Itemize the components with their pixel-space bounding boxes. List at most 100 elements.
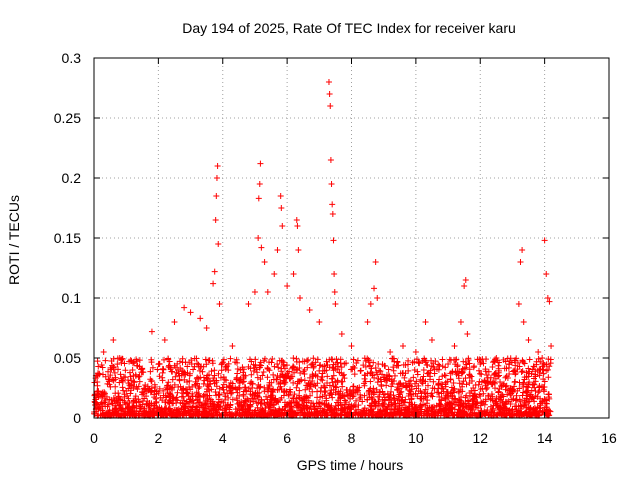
data-point (475, 381, 482, 388)
data-point (394, 384, 401, 391)
data-point (218, 360, 225, 367)
data-point (326, 364, 333, 371)
data-point (413, 404, 420, 411)
data-point (200, 392, 207, 399)
data-point (258, 244, 265, 251)
data-point (535, 349, 542, 355)
data-point (483, 372, 490, 378)
data-point (482, 398, 489, 405)
data-point (336, 390, 343, 397)
data-point (497, 378, 504, 385)
data-point (125, 405, 132, 412)
chart-title: Day 194 of 2025, Rate Of TEC Index for r… (182, 20, 516, 36)
data-point (348, 403, 355, 410)
data-point (539, 408, 546, 415)
data-point (328, 407, 335, 414)
data-point (483, 386, 490, 393)
data-point (429, 404, 436, 411)
data-point (454, 362, 461, 369)
data-point (430, 403, 437, 410)
data-point (351, 371, 358, 378)
data-point (536, 372, 543, 379)
data-point (166, 399, 173, 406)
data-point (287, 404, 294, 411)
data-point (436, 376, 443, 383)
data-point (310, 355, 317, 362)
data-point (325, 79, 332, 85)
data-point (326, 91, 333, 97)
data-point (382, 363, 389, 370)
data-point (546, 407, 553, 414)
data-point (438, 385, 445, 392)
data-point (447, 408, 454, 415)
data-point (107, 372, 114, 379)
data-point (200, 380, 207, 387)
data-point (215, 241, 222, 247)
data-point (297, 370, 304, 377)
data-point (180, 404, 187, 411)
data-point (248, 371, 255, 378)
data-point (274, 361, 281, 368)
data-point (312, 359, 319, 366)
data-point (347, 395, 354, 402)
data-point (136, 378, 143, 385)
data-point (100, 349, 107, 355)
data-point (386, 402, 393, 409)
data-point (453, 356, 460, 363)
data-point (465, 357, 472, 364)
data-point (511, 411, 518, 418)
data-point (172, 373, 179, 380)
data-point (519, 247, 526, 253)
data-point (118, 406, 125, 413)
data-point (99, 394, 106, 401)
data-point (328, 391, 335, 398)
data-point (364, 319, 371, 325)
data-point (362, 357, 369, 364)
data-point (361, 407, 368, 414)
data-point (425, 407, 432, 414)
data-point (227, 355, 234, 362)
data-point (125, 395, 132, 402)
data-point (448, 384, 455, 391)
data-point (179, 355, 186, 362)
data-point (245, 301, 252, 307)
data-point (306, 307, 313, 313)
data-point (290, 355, 297, 362)
data-point (236, 392, 243, 399)
data-point (215, 406, 222, 413)
data-point (257, 160, 264, 167)
data-point (254, 369, 261, 376)
data-point (147, 368, 154, 375)
data-point (548, 343, 555, 349)
y-tick-label: 0.05 (54, 350, 81, 366)
y-tick-label: 0.2 (62, 170, 82, 186)
data-point (195, 375, 202, 382)
data-point (101, 390, 108, 397)
data-point (529, 394, 536, 401)
data-point (511, 379, 518, 386)
x-tick-label: 12 (472, 430, 488, 446)
data-point (469, 377, 476, 384)
data-point (187, 309, 194, 316)
data-point (105, 401, 112, 408)
data-point (378, 383, 385, 390)
data-point (278, 394, 285, 401)
data-point (458, 401, 465, 408)
data-point (303, 394, 310, 401)
data-point (484, 409, 491, 416)
data-point (128, 377, 135, 384)
data-point (242, 398, 249, 405)
data-point (329, 211, 336, 217)
data-point (192, 378, 199, 385)
data-point (98, 399, 105, 406)
data-point (435, 361, 442, 368)
data-point (295, 247, 302, 253)
data-point (477, 393, 484, 400)
data-point (217, 374, 224, 381)
data-point (408, 401, 415, 408)
data-point (408, 395, 415, 402)
data-point (545, 410, 552, 417)
data-point (322, 387, 329, 394)
data-point (229, 396, 236, 403)
data-point (495, 388, 502, 395)
